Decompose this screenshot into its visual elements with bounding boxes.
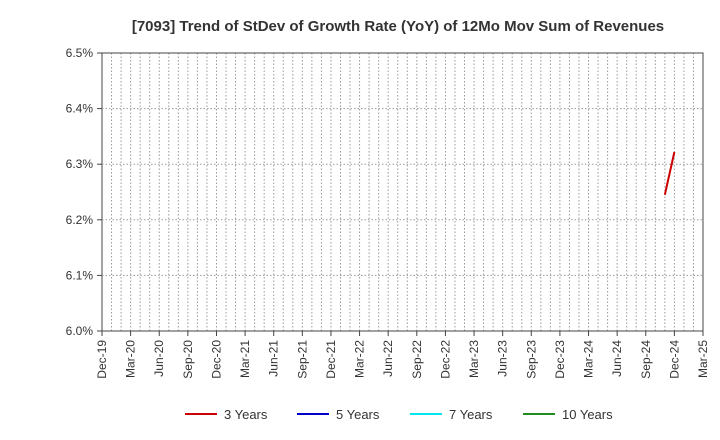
x-tick-label: Jun-24 [610, 340, 624, 377]
x-tick-label: Mar-21 [238, 340, 252, 378]
legend-label-7-years: 7 Years [449, 407, 493, 422]
x-tick-label: Jun-21 [267, 340, 281, 377]
plot-area [101, 52, 704, 332]
legend-label-3-years: 3 Years [224, 407, 268, 422]
chart-title: [7093] Trend of StDev of Growth Rate (Yo… [132, 18, 664, 35]
x-tick-label: Mar-25 [696, 340, 710, 378]
x-tick-label: Dec-23 [553, 340, 567, 379]
y-tick-label: 6.2% [66, 213, 94, 227]
x-tick-label: Mar-22 [353, 340, 367, 378]
x-tick-label: Sep-21 [295, 340, 309, 379]
x-tick-label: Dec-20 [209, 340, 223, 379]
x-tick-label: Jun-22 [381, 340, 395, 377]
x-tick-label: Dec-22 [438, 340, 452, 379]
x-tick-label: Mar-20 [124, 340, 138, 378]
x-tick-label: Dec-21 [324, 340, 338, 379]
y-tick-label: 6.5% [66, 46, 94, 60]
x-tick-label: Dec-19 [95, 340, 109, 379]
y-tick-label: 6.1% [66, 268, 94, 282]
x-tick-label: Jun-20 [152, 340, 166, 377]
x-tick-label: Jun-23 [496, 340, 510, 377]
x-tick-label: Sep-20 [181, 340, 195, 379]
y-tick-label: 6.4% [66, 102, 94, 116]
legend-label-10-years: 10 Years [562, 407, 613, 422]
x-tick-label: Sep-23 [524, 340, 538, 379]
x-tick-label: Sep-22 [410, 340, 424, 379]
y-tick-label: 6.0% [66, 324, 94, 338]
x-tick-label: Dec-24 [667, 340, 681, 379]
y-tick-label: 6.3% [66, 157, 94, 171]
x-tick-label: Sep-24 [639, 340, 653, 379]
series-lines [663, 151, 676, 195]
series-line-3-years [663, 151, 676, 195]
grid [111, 53, 694, 331]
legend: 3 Years 5 Years 7 Years 10 Years [185, 407, 613, 422]
legend-label-5-years: 5 Years [336, 407, 380, 422]
x-axis: Dec-19 Mar-20 Jun-20 Sep-20 Dec-20 Mar-21 Jun-… [95, 331, 710, 379]
x-tick-label: Mar-24 [582, 340, 596, 378]
y-axis: 6.0% 6.1% 6.2% 6.3% 6.4% 6.5% [66, 46, 703, 338]
x-tick-label: Mar-23 [467, 340, 481, 378]
